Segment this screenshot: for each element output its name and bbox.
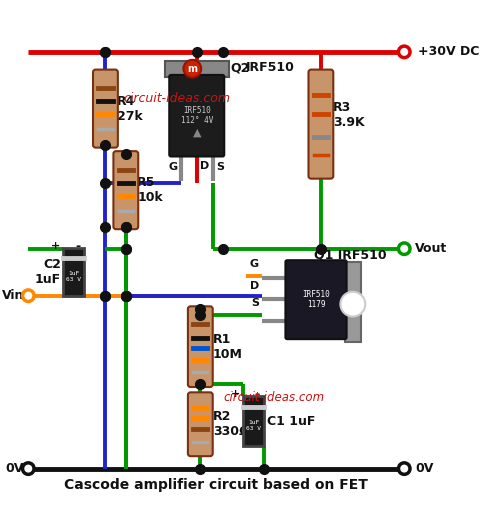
Circle shape — [183, 60, 201, 78]
FancyBboxPatch shape — [286, 260, 347, 339]
Text: +: + — [231, 389, 240, 399]
Circle shape — [398, 463, 410, 474]
Text: Q2: Q2 — [230, 61, 250, 74]
Circle shape — [340, 292, 365, 316]
Text: G: G — [250, 259, 259, 269]
Circle shape — [398, 46, 410, 58]
FancyBboxPatch shape — [169, 75, 224, 157]
Circle shape — [23, 463, 34, 474]
Text: Vout: Vout — [415, 242, 447, 255]
Text: IRF510: IRF510 — [246, 61, 294, 74]
Text: S: S — [216, 162, 224, 172]
Circle shape — [23, 290, 34, 301]
Text: R1
10M: R1 10M — [213, 333, 242, 361]
FancyBboxPatch shape — [243, 396, 264, 446]
Text: m: m — [187, 64, 197, 74]
FancyBboxPatch shape — [188, 392, 213, 456]
Text: R2
330Ω: R2 330Ω — [213, 410, 249, 438]
Text: circuit-ideas.com: circuit-ideas.com — [223, 391, 324, 404]
Text: Vin: Vin — [1, 289, 24, 302]
FancyBboxPatch shape — [188, 307, 213, 387]
Text: -: - — [254, 388, 260, 401]
Text: 0V: 0V — [415, 462, 433, 475]
Text: D: D — [250, 281, 259, 291]
FancyBboxPatch shape — [345, 262, 361, 342]
FancyBboxPatch shape — [63, 248, 84, 296]
Text: C2
1uF: C2 1uF — [35, 258, 61, 286]
Text: Cascode amplifier circuit based on FET: Cascode amplifier circuit based on FET — [64, 478, 368, 493]
Text: D: D — [200, 161, 210, 171]
Text: IRF510
1179: IRF510 1179 — [302, 290, 330, 309]
Text: R3
3.9K: R3 3.9K — [333, 101, 365, 129]
FancyBboxPatch shape — [93, 70, 118, 148]
Text: circuit-ideas.com: circuit-ideas.com — [123, 92, 230, 105]
FancyBboxPatch shape — [309, 70, 333, 179]
Text: ▲: ▲ — [192, 128, 201, 138]
Text: 1uF
63 V: 1uF 63 V — [66, 271, 81, 281]
Text: C1 1uF: C1 1uF — [267, 414, 315, 428]
Text: 1uF
63 V: 1uF 63 V — [246, 420, 261, 431]
Text: -: - — [75, 239, 81, 253]
Circle shape — [398, 243, 410, 255]
Text: +30V DC: +30V DC — [419, 46, 480, 58]
Text: +: + — [51, 241, 60, 251]
Text: R4
27k: R4 27k — [117, 95, 143, 123]
FancyBboxPatch shape — [113, 151, 138, 229]
Text: IRF510
112° 4V: IRF510 112° 4V — [180, 106, 213, 125]
FancyBboxPatch shape — [165, 61, 228, 77]
Text: S: S — [251, 298, 259, 308]
Text: G: G — [168, 162, 177, 172]
Text: 0V: 0V — [5, 462, 24, 475]
Text: Q1 IRF510: Q1 IRF510 — [314, 248, 386, 261]
Text: R5
10k: R5 10k — [137, 176, 163, 204]
